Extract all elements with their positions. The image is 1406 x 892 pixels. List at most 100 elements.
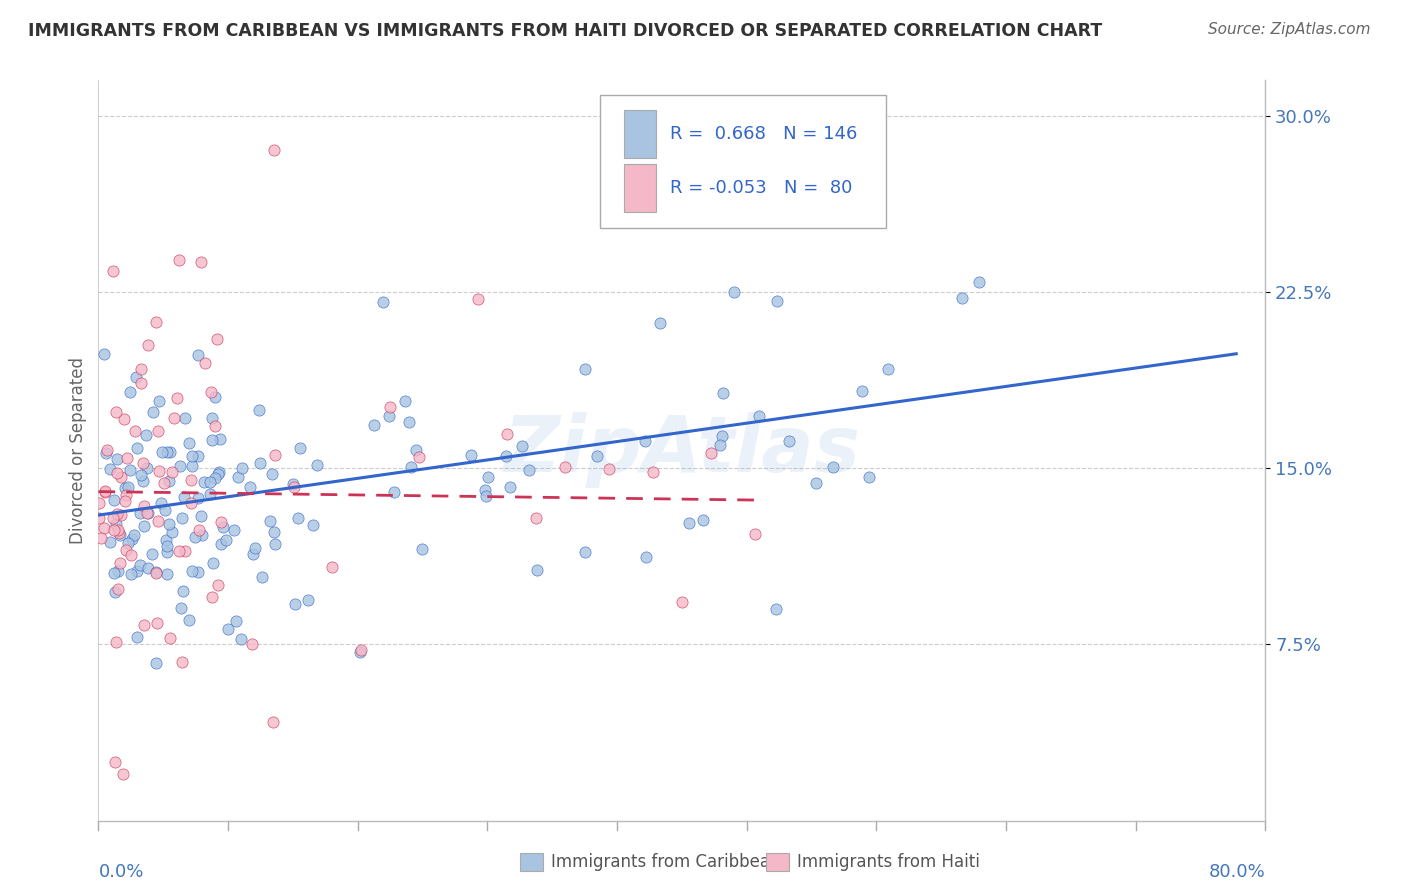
- Point: [114, 494, 136, 508]
- Point: [157, 517, 180, 532]
- Point: [141, 547, 163, 561]
- Point: [136, 506, 159, 520]
- Point: [634, 549, 657, 564]
- Point: [209, 536, 232, 550]
- Point: [641, 465, 664, 479]
- Point: [163, 411, 186, 425]
- Point: [128, 506, 150, 520]
- Point: [239, 480, 262, 494]
- Point: [524, 511, 547, 525]
- Point: [148, 464, 170, 478]
- Point: [101, 510, 124, 524]
- Point: [204, 419, 226, 434]
- Point: [193, 475, 215, 490]
- Point: [188, 524, 211, 538]
- Point: [288, 441, 311, 455]
- Point: [225, 614, 247, 628]
- Point: [120, 463, 142, 477]
- FancyBboxPatch shape: [600, 95, 886, 228]
- Point: [93, 484, 115, 499]
- Point: [187, 348, 209, 362]
- Point: [136, 561, 159, 575]
- Point: [177, 436, 200, 450]
- Point: [394, 393, 416, 408]
- Point: [145, 656, 167, 670]
- Point: [125, 442, 148, 456]
- Point: [148, 424, 170, 438]
- Point: [748, 409, 770, 424]
- Text: 80.0%: 80.0%: [1209, 863, 1265, 881]
- Point: [765, 602, 787, 616]
- Point: [321, 559, 343, 574]
- Point: [120, 567, 142, 582]
- Text: Source: ZipAtlas.com: Source: ZipAtlas.com: [1208, 22, 1371, 37]
- Point: [125, 630, 148, 644]
- Point: [107, 526, 129, 541]
- Point: [209, 515, 232, 529]
- Point: [132, 474, 155, 488]
- Point: [204, 471, 226, 485]
- Point: [205, 332, 228, 346]
- Point: [93, 347, 115, 361]
- Point: [93, 521, 115, 535]
- Point: [167, 544, 190, 558]
- Point: [510, 439, 533, 453]
- Point: [148, 514, 170, 528]
- Point: [671, 595, 693, 609]
- Point: [378, 409, 401, 423]
- Point: [495, 449, 517, 463]
- Point: [134, 618, 156, 632]
- Point: [263, 143, 285, 157]
- Point: [125, 564, 148, 578]
- Point: [104, 585, 127, 599]
- Text: Immigrants from Haiti: Immigrants from Haiti: [797, 853, 980, 871]
- Point: [250, 570, 273, 584]
- Point: [98, 535, 121, 549]
- Point: [967, 276, 990, 290]
- Point: [159, 475, 181, 489]
- Point: [778, 434, 800, 448]
- Point: [160, 465, 183, 479]
- Point: [152, 444, 174, 458]
- Point: [120, 548, 142, 562]
- Point: [114, 481, 136, 495]
- Point: [173, 490, 195, 504]
- Point: [208, 465, 231, 479]
- Point: [87, 510, 110, 524]
- Point: [117, 536, 139, 550]
- Point: [709, 438, 731, 452]
- Point: [284, 597, 307, 611]
- Point: [201, 411, 224, 425]
- Point: [129, 468, 152, 483]
- Point: [159, 631, 181, 645]
- Point: [105, 516, 128, 531]
- Point: [112, 412, 135, 426]
- Point: [517, 463, 540, 477]
- Point: [496, 427, 519, 442]
- Point: [180, 473, 202, 487]
- Point: [263, 524, 285, 539]
- Point: [474, 489, 496, 503]
- Point: [90, 531, 112, 545]
- Point: [103, 523, 125, 537]
- Point: [166, 391, 188, 405]
- Point: [198, 475, 221, 489]
- Point: [204, 390, 226, 404]
- Point: [287, 511, 309, 525]
- Point: [247, 403, 270, 417]
- Point: [129, 376, 152, 390]
- Point: [156, 539, 179, 553]
- Point: [115, 488, 138, 502]
- Point: [711, 428, 734, 442]
- Text: Immigrants from Caribbean: Immigrants from Caribbean: [551, 853, 780, 871]
- Y-axis label: Divorced or Separated: Divorced or Separated: [69, 357, 87, 544]
- Point: [135, 428, 157, 442]
- Text: ZipAtlas: ZipAtlas: [503, 412, 860, 489]
- Point: [107, 564, 129, 578]
- Point: [105, 507, 128, 521]
- Point: [181, 459, 204, 474]
- Bar: [624, 164, 657, 212]
- Point: [263, 537, 285, 551]
- Point: [723, 285, 745, 300]
- Point: [155, 445, 177, 459]
